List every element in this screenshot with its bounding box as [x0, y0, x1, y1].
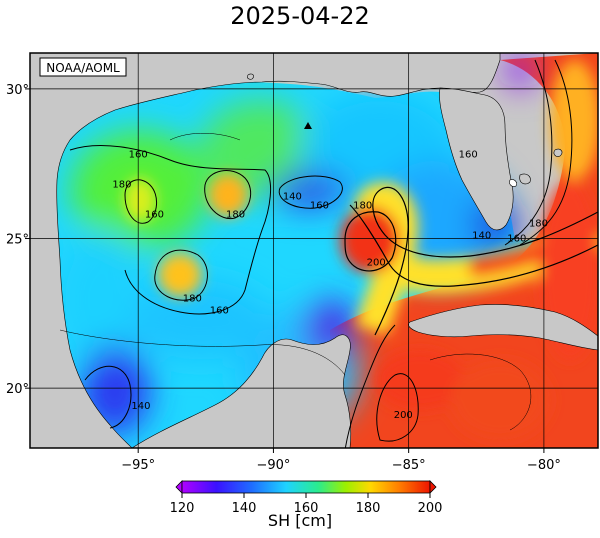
contour-yucatan: [344, 324, 396, 448]
buoy-marker-icon: [304, 122, 312, 129]
contour-loop-outer: [372, 186, 598, 336]
contour-label: 140: [283, 192, 302, 203]
contour-thin-1: [169, 133, 241, 141]
map-frame: [29, 52, 599, 449]
lat-tick-label: 30°: [6, 83, 29, 98]
contour-east-1: [519, 59, 573, 246]
contour-west-low: [84, 365, 132, 429]
colorbar-gradient: [181, 480, 431, 494]
source-label: NOAA/AOML: [46, 61, 120, 75]
colorbar: 120 140 160 180 200: [170, 480, 443, 516]
contour-label: 160: [145, 210, 164, 221]
contour-180-west: [124, 179, 157, 224]
contour-140-north: [278, 175, 343, 209]
contour-180-south: [154, 249, 208, 301]
contour-label: 180: [529, 219, 548, 230]
lon-tick-label: −80°: [527, 458, 561, 473]
contour-label: 140: [472, 231, 491, 242]
contour-label: 140: [131, 401, 150, 412]
colorbar-tick-label: 140: [232, 501, 257, 516]
colorbar-tick-label: 120: [170, 501, 195, 516]
contour-label: 160: [507, 234, 526, 245]
contour-label: 160: [129, 150, 148, 161]
contour-label: 160: [459, 150, 478, 161]
graticule: [30, 53, 598, 448]
contour-east-2: [504, 59, 553, 246]
us-gulf-coast: [30, 53, 501, 448]
island-small: [247, 73, 254, 80]
contour-180-mid: [204, 170, 252, 220]
source-label-box: NOAA/AOML: [39, 57, 127, 77]
contour-200-south: [376, 373, 419, 442]
contour-160-west: [69, 145, 271, 315]
contour-thin-3: [429, 353, 532, 431]
land-masses: [30, 53, 598, 448]
contour-lines: [59, 59, 598, 448]
bahamas: [519, 173, 531, 185]
contour-label: 200: [367, 257, 386, 268]
florida-peninsula: [439, 87, 514, 231]
lake-okeechobee: [509, 179, 517, 187]
lon-tick-label: −90°: [256, 458, 290, 473]
map-title: 2025-04-22: [230, 2, 370, 30]
lon-tick-label: −85°: [392, 458, 426, 473]
lon-tick-label: −95°: [121, 458, 155, 473]
axis-ticks: −95° −90° −85° −80° 30° 25° 20°: [6, 83, 561, 473]
contour-loop-inner: [349, 204, 598, 287]
yucatan-peninsula: [131, 334, 352, 448]
colorbar-tick-label: 160: [294, 501, 319, 516]
colorbar-tick-label: 200: [418, 501, 443, 516]
contour-label: 180: [353, 201, 372, 212]
contour-label: 180: [226, 210, 245, 221]
contour-label: 160: [210, 305, 229, 316]
contour-loop-core: [344, 211, 397, 272]
cuba: [408, 304, 598, 351]
bahamas-2: [553, 148, 563, 157]
colorbar-tick-label: 180: [356, 501, 381, 516]
colorbar-label: SH [cm]: [267, 511, 333, 530]
contour-thin-2: [59, 329, 346, 376]
lat-tick-label: 25°: [6, 233, 29, 248]
colorbar-ticks: 120 140 160 180 200: [170, 493, 443, 516]
contour-label: 180: [183, 293, 202, 304]
lat-tick-label: 20°: [6, 382, 29, 397]
contour-label: 180: [112, 180, 131, 191]
atlantic-water: [330, 53, 598, 448]
contour-label: 160: [310, 201, 329, 212]
contour-label: 200: [394, 410, 413, 421]
colorbar-underflow-arrow: [175, 480, 183, 494]
colorbar-overflow-arrow: [429, 480, 437, 494]
